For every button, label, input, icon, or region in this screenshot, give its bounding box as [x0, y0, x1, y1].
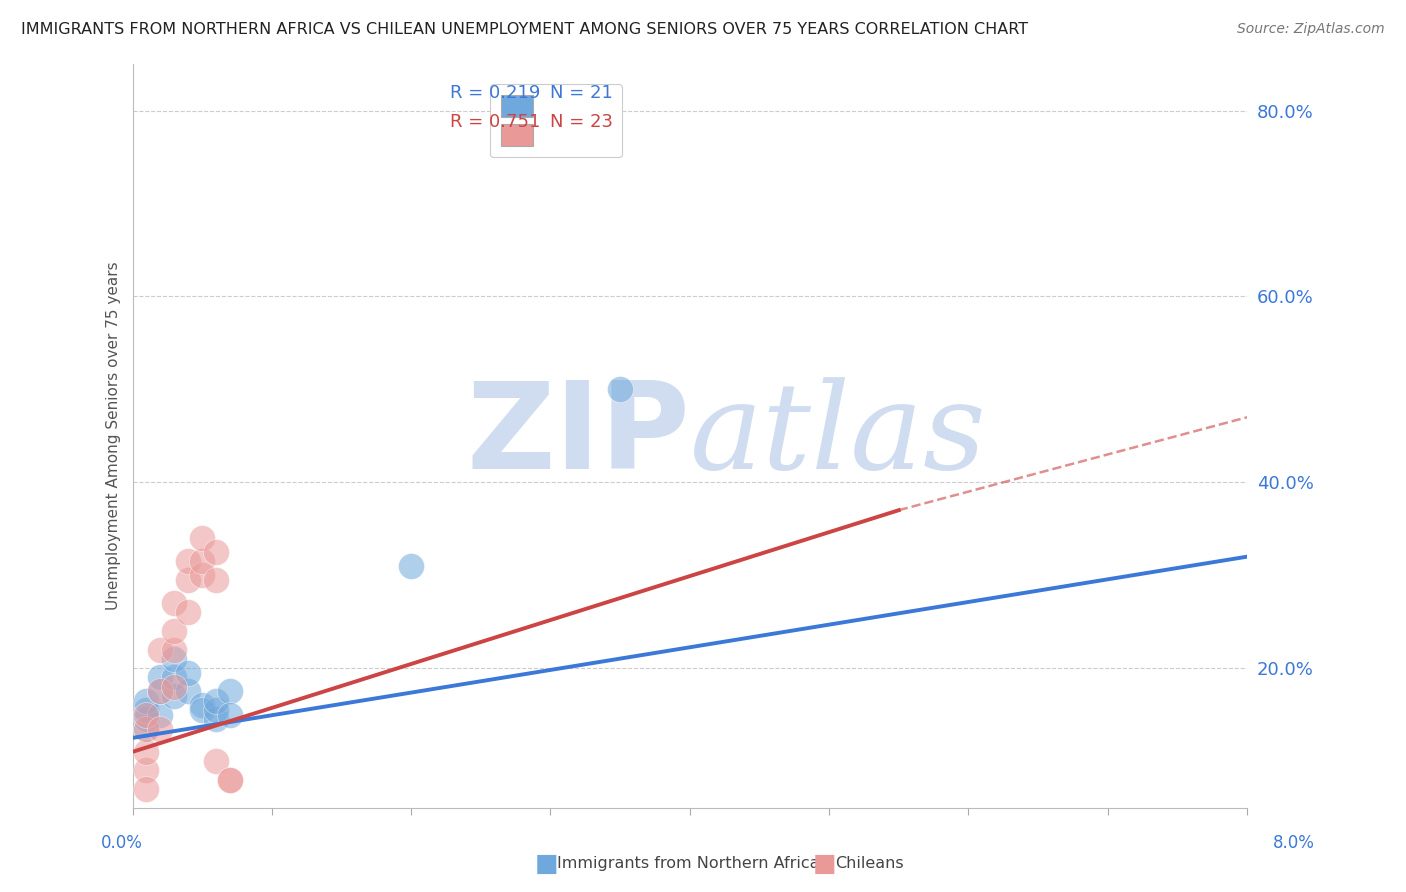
- Point: [163, 624, 186, 638]
- Point: [149, 684, 172, 698]
- Point: [163, 671, 186, 685]
- Point: [177, 684, 200, 698]
- Point: [177, 554, 200, 568]
- Point: [135, 722, 157, 736]
- Point: [163, 689, 186, 703]
- Point: [163, 652, 186, 666]
- Point: [205, 694, 228, 708]
- Point: [135, 712, 157, 726]
- Text: atlas: atlas: [690, 377, 987, 494]
- Point: [399, 558, 422, 573]
- Point: [163, 642, 186, 657]
- Point: [177, 606, 200, 620]
- Point: [205, 545, 228, 559]
- Text: N = 21: N = 21: [551, 84, 613, 102]
- Point: [163, 596, 186, 610]
- Text: Chileans: Chileans: [835, 856, 904, 871]
- Point: [191, 554, 214, 568]
- Point: [149, 684, 172, 698]
- Point: [149, 671, 172, 685]
- Point: [135, 764, 157, 778]
- Text: Source: ZipAtlas.com: Source: ZipAtlas.com: [1237, 22, 1385, 37]
- Legend:            ,            : ,: [491, 84, 621, 157]
- Point: [149, 642, 172, 657]
- Text: 8.0%: 8.0%: [1272, 834, 1315, 852]
- Point: [191, 703, 214, 717]
- Text: N = 23: N = 23: [551, 113, 613, 131]
- Point: [205, 573, 228, 587]
- Point: [163, 680, 186, 694]
- Text: R = 0.219: R = 0.219: [450, 84, 540, 102]
- Point: [205, 712, 228, 726]
- Y-axis label: Unemployment Among Seniors over 75 years: Unemployment Among Seniors over 75 years: [107, 261, 121, 610]
- Text: ■: ■: [813, 852, 837, 875]
- Point: [177, 665, 200, 680]
- Text: R = 0.751: R = 0.751: [450, 113, 540, 131]
- Point: [135, 707, 157, 722]
- Text: ZIP: ZIP: [465, 377, 690, 494]
- Point: [135, 694, 157, 708]
- Point: [205, 703, 228, 717]
- Text: IMMIGRANTS FROM NORTHERN AFRICA VS CHILEAN UNEMPLOYMENT AMONG SENIORS OVER 75 YE: IMMIGRANTS FROM NORTHERN AFRICA VS CHILE…: [21, 22, 1028, 37]
- Point: [205, 754, 228, 768]
- Text: Immigrants from Northern Africa: Immigrants from Northern Africa: [557, 856, 820, 871]
- Point: [177, 573, 200, 587]
- Point: [191, 531, 214, 545]
- Point: [149, 722, 172, 736]
- Point: [219, 707, 242, 722]
- Point: [149, 707, 172, 722]
- Point: [191, 698, 214, 713]
- Point: [219, 772, 242, 787]
- Text: 0.0%: 0.0%: [101, 834, 143, 852]
- Point: [191, 568, 214, 582]
- Point: [135, 782, 157, 797]
- Point: [135, 745, 157, 759]
- Point: [219, 772, 242, 787]
- Point: [609, 383, 631, 397]
- Point: [135, 722, 157, 736]
- Point: [135, 703, 157, 717]
- Point: [219, 684, 242, 698]
- Text: ■: ■: [534, 852, 558, 875]
